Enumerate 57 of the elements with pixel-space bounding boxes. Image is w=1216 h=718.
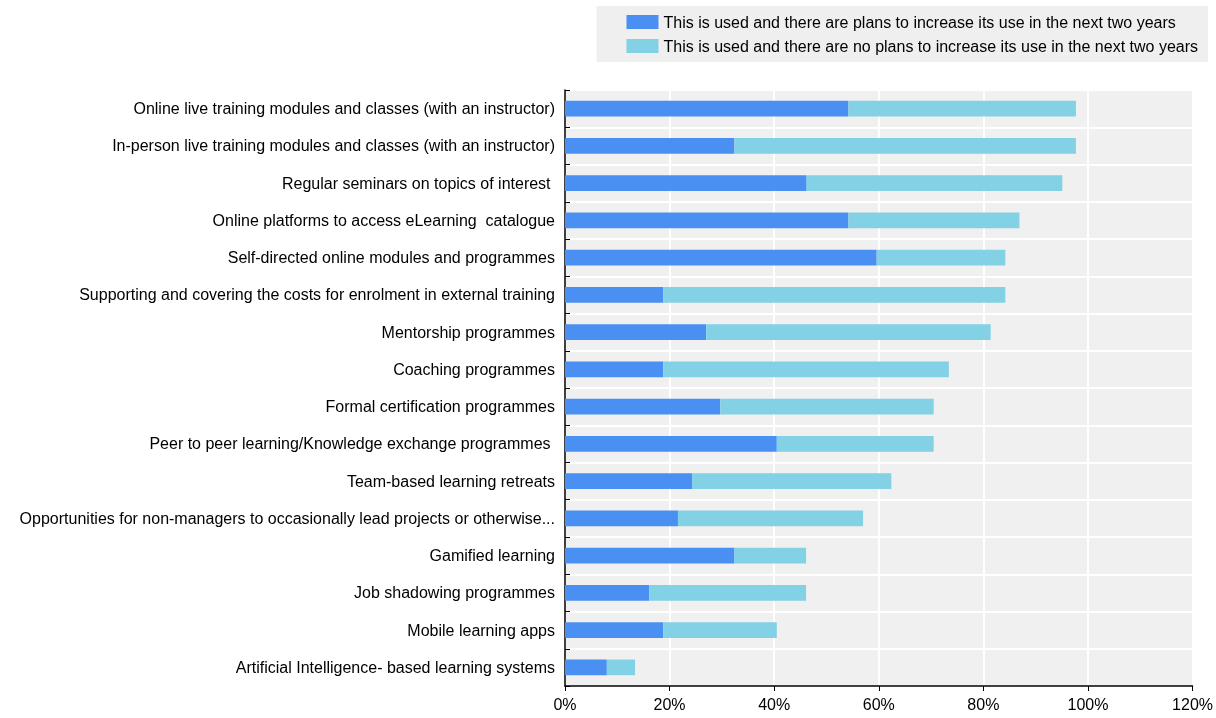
bar xyxy=(565,436,777,452)
bar xyxy=(565,398,721,415)
bar xyxy=(565,287,664,303)
bar xyxy=(663,361,949,378)
bar xyxy=(565,622,664,638)
y-tick-label: Team-based learning retreats xyxy=(346,472,555,490)
y-tick-label: Online live training modules and classes (with an instructor) xyxy=(133,100,555,118)
bar xyxy=(565,547,735,564)
bar xyxy=(848,100,1076,117)
bar xyxy=(663,287,1006,303)
bar xyxy=(565,510,678,527)
bar xyxy=(876,249,1006,266)
y-tick-label: Opportunities for non-managers to occasionally lead projects or otherwise... xyxy=(19,509,555,527)
y-tick-label: Job shadowing programmes xyxy=(354,584,555,602)
y-tick-label: Coaching programmes xyxy=(393,360,555,378)
bar xyxy=(806,175,1063,191)
y-tick-label: Gamified learning xyxy=(429,547,555,565)
bar xyxy=(649,585,807,601)
x-tick-label: 40% xyxy=(758,695,791,713)
bar xyxy=(565,138,735,154)
bar xyxy=(565,659,607,676)
y-tick-label: Online platforms to access eLearning catalogue xyxy=(212,211,556,229)
legend-label: This is used and there are no plans to increase its use in the next two years xyxy=(663,37,1198,55)
y-tick-label: Peer to peer learning/Knowledge exchange programmes xyxy=(149,435,555,453)
bar xyxy=(692,473,892,489)
bar xyxy=(565,473,693,489)
x-tick-label: 80% xyxy=(967,695,1000,713)
bar xyxy=(565,324,707,340)
bar xyxy=(776,436,934,452)
bar xyxy=(848,212,1020,229)
x-tick-label: 20% xyxy=(653,695,686,713)
bar xyxy=(734,138,1076,154)
y-tick-label: Self-directed online modules and programmes xyxy=(227,249,555,267)
x-tick-label: 60% xyxy=(862,695,895,713)
bar xyxy=(565,361,664,378)
y-tick-label: Formal certification programmes xyxy=(325,398,555,416)
y-tick-label: Mobile learning apps xyxy=(407,621,555,639)
y-tick-label: Artificial Intelligence- based learning systems xyxy=(235,658,555,676)
x-tick-label: 100% xyxy=(1067,695,1109,713)
bar xyxy=(734,547,807,564)
bar xyxy=(720,398,934,415)
bar xyxy=(606,659,636,676)
y-tick-label: Supporting and covering the costs for enrolment in external training xyxy=(79,286,555,304)
bar xyxy=(565,100,849,117)
bar xyxy=(565,212,849,229)
bar xyxy=(663,622,777,638)
x-tick-label: 120% xyxy=(1172,695,1213,713)
y-tick-label: In-person live training modules and classes (with an instructor) xyxy=(112,137,555,155)
x-tick-label: 0% xyxy=(553,695,577,713)
legend-label: This is used and there are plans to increase its use in the next two years xyxy=(663,13,1176,31)
bar xyxy=(565,175,807,191)
bar xyxy=(565,249,877,266)
bar xyxy=(677,510,864,527)
bar xyxy=(706,324,991,340)
y-tick-label: Mentorship programmes xyxy=(381,323,555,341)
y-tick-label: Regular seminars on topics of interest xyxy=(281,174,555,192)
bar xyxy=(565,585,650,601)
